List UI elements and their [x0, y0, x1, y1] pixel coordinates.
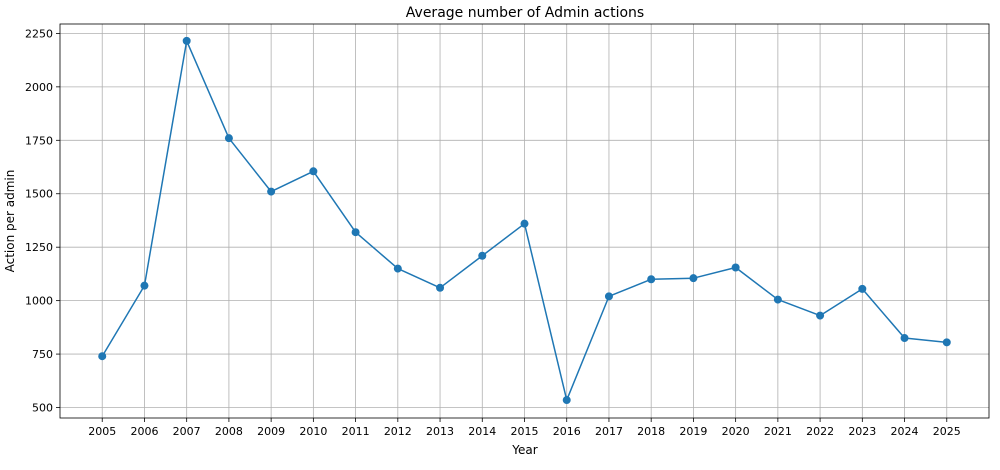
data-point-2009	[267, 187, 276, 196]
y-tick-label: 2000	[25, 81, 53, 94]
x-tick-label: 2015	[511, 425, 539, 438]
x-tick-label: 2021	[764, 425, 792, 438]
data-point-2012	[393, 264, 402, 273]
x-tick-label: 2016	[553, 425, 581, 438]
x-tick-label: 2014	[468, 425, 496, 438]
x-tick-label: 2005	[88, 425, 116, 438]
y-tick-label: 750	[32, 348, 53, 361]
x-tick-label: 2023	[848, 425, 876, 438]
data-point-2017	[604, 292, 613, 301]
x-tick-label: 2019	[679, 425, 707, 438]
data-point-2015	[520, 219, 529, 228]
grid-lines	[60, 24, 989, 418]
y-tick-label: 2250	[25, 27, 53, 40]
data-point-2024	[900, 334, 909, 343]
x-tick-label: 2009	[257, 425, 285, 438]
x-tick-label: 2013	[426, 425, 454, 438]
plot-frame	[59, 23, 990, 419]
x-axis-label: Year	[511, 443, 537, 457]
data-point-2023	[858, 284, 867, 293]
data-point-2016	[562, 396, 571, 405]
data-point-2018	[647, 275, 656, 284]
chart-title: Average number of Admin actions	[406, 5, 644, 21]
y-axis-label: Action per admin	[3, 170, 17, 273]
x-tick-label: 2025	[933, 425, 961, 438]
data-point-2020	[731, 263, 740, 272]
x-tick-label: 2010	[299, 425, 327, 438]
data-point-2011	[351, 228, 360, 237]
data-point-2013	[436, 283, 445, 292]
y-tick-label: 500	[32, 402, 53, 415]
x-tick-label: 2012	[384, 425, 412, 438]
x-tick-label: 2018	[637, 425, 665, 438]
data-point-2007	[182, 36, 191, 45]
series-layer	[98, 36, 951, 405]
data-point-2022	[816, 311, 825, 320]
y-tick-label: 1000	[25, 295, 53, 308]
data-point-2014	[478, 251, 487, 260]
y-tick-label: 1750	[25, 134, 53, 147]
x-tick-label: 2022	[806, 425, 834, 438]
x-tick-label: 2006	[130, 425, 158, 438]
x-tick-label: 2008	[215, 425, 243, 438]
data-point-2021	[773, 295, 782, 304]
x-tick-label: 2007	[173, 425, 201, 438]
data-point-2019	[689, 274, 698, 283]
x-tick-label: 2017	[595, 425, 623, 438]
data-point-2025	[942, 338, 951, 347]
data-point-2006	[140, 281, 149, 290]
x-tick-label: 2024	[891, 425, 919, 438]
data-point-2005	[98, 352, 107, 361]
x-tick-label: 2020	[722, 425, 750, 438]
data-point-2008	[224, 134, 233, 143]
axes: 2005 2006 2007 2008 2009 2010 2011 2012 2013 2014…	[25, 27, 961, 438]
x-tick-label: 2011	[342, 425, 370, 438]
data-point-2010	[309, 167, 318, 176]
y-tick-label: 1250	[25, 241, 53, 254]
y-tick-label: 1500	[25, 188, 53, 201]
